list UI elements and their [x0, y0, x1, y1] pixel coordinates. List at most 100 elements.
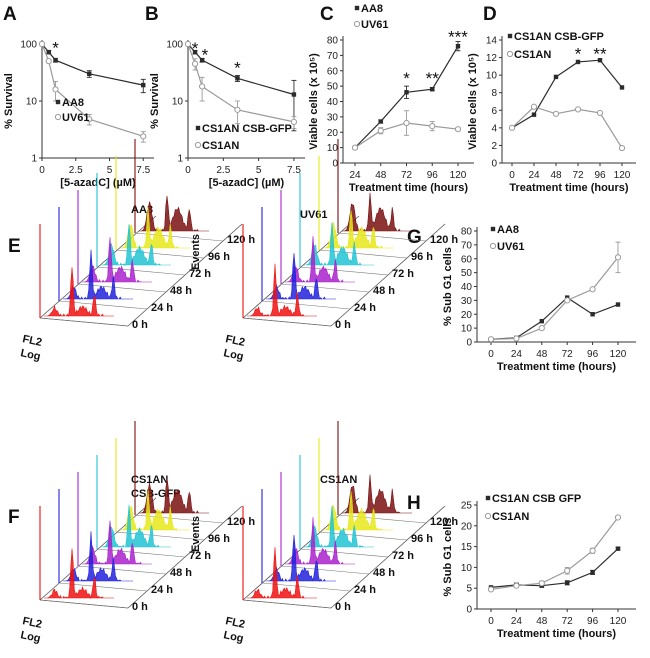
significance-marker: *	[192, 39, 199, 58]
x-axis-title: [5-azadC] (µM)	[209, 177, 285, 189]
data-point	[429, 123, 436, 130]
data-point	[191, 60, 199, 67]
time-label: 0 h	[132, 319, 148, 331]
chart-G: G 0 10 20 30 40 50 60 70 80 0 24 48 72 96 120Treatment …	[407, 224, 636, 373]
x-tick-label: 96	[587, 616, 599, 627]
data-point	[377, 127, 384, 134]
y-tick-label: 60	[461, 254, 473, 265]
x-tick-label: 120	[610, 616, 627, 627]
y-tick-label: 1	[177, 154, 183, 165]
histogram-trace	[323, 210, 393, 249]
y-tick-label: 10	[26, 97, 38, 108]
x-tick-label: 72	[562, 616, 574, 627]
y-tick-label: 25	[461, 501, 473, 512]
x-tick-label: 5	[256, 165, 262, 176]
x-axis-title: Treatment time (hours)	[497, 361, 617, 373]
histogram-title: UV61	[300, 209, 328, 221]
series-uv61	[38, 40, 147, 143]
x-tick-label: 72	[572, 170, 584, 181]
data-point	[565, 580, 570, 585]
time-label: 120 h	[430, 234, 458, 246]
time-label: 24 h	[354, 302, 376, 314]
chart-A: A 1 10 100 0 2.5 5 7.5[5-azadC] (µM) % Survival *…	[3, 4, 154, 189]
x-tick-label: 24	[349, 170, 361, 181]
x-tick-label: 120	[610, 349, 627, 360]
histogram-trace	[247, 547, 317, 599]
y-tick-label: 70	[327, 51, 339, 62]
time-label: 48 h	[373, 567, 395, 579]
data-point	[552, 110, 560, 117]
y-tick-label: 20	[461, 521, 473, 532]
series-line	[490, 296, 619, 340]
legend-label: CS1AN	[514, 49, 551, 61]
data-point	[615, 546, 621, 551]
y-tick-label: 0	[466, 338, 472, 349]
histogram-trace	[266, 534, 336, 582]
legend-marker	[55, 99, 61, 105]
data-point	[199, 83, 206, 90]
x-axis-title: [5-azadC] (µM)	[60, 177, 136, 189]
data-point	[538, 325, 545, 332]
histogram-trace	[101, 504, 171, 548]
y-tick-label: 2	[491, 141, 497, 152]
data-point	[487, 336, 495, 343]
series-line	[490, 256, 619, 340]
time-baseline	[242, 317, 332, 327]
x-tick-label: 24	[511, 349, 523, 360]
histogram-trace	[139, 478, 209, 514]
x-axis-title: Treatment time (hours)	[509, 182, 629, 194]
x-tick-label: 24	[528, 170, 540, 181]
data-point	[574, 106, 582, 113]
panel-label: C	[320, 4, 334, 25]
legend: CS1AN CSB GFP CS1AN	[484, 493, 581, 523]
fl2-label: FL2	[21, 615, 43, 631]
y-tick-label: 0	[332, 159, 338, 170]
y-tick-label: 30	[461, 296, 473, 307]
x-tick-label: 120	[614, 170, 631, 181]
data-point	[140, 133, 147, 140]
legend-label: AA8	[62, 97, 84, 109]
x-tick-label: 72	[562, 349, 574, 360]
significance-marker: *	[52, 39, 59, 58]
legend-label: UV61	[62, 112, 90, 124]
x-tick-label: 48	[375, 170, 387, 181]
x-tick-label: 24	[511, 616, 523, 627]
y-tick-label: 100	[166, 40, 183, 51]
panel-label: H	[407, 493, 421, 514]
legend-label: AA8	[497, 224, 519, 236]
series-line	[511, 106, 623, 149]
histogram-trace	[82, 520, 152, 565]
significance-marker: ***	[448, 27, 468, 46]
panel-label: D	[483, 4, 497, 25]
y-tick-label: 0	[466, 605, 472, 616]
legend-marker	[194, 141, 202, 149]
data-point	[615, 302, 621, 307]
legend-marker	[506, 50, 514, 58]
x-tick-label: 96	[427, 170, 439, 181]
time-label: 120 h	[227, 516, 255, 528]
data-point	[45, 58, 52, 65]
y-tick-label: 50	[461, 268, 473, 279]
x-tick-label: 2.5	[69, 165, 83, 176]
y-axis-title: % Sub G1 cells	[442, 518, 454, 597]
data-point	[619, 85, 625, 90]
panel-label: G	[407, 227, 422, 248]
histogram-trace	[139, 195, 209, 232]
histogram-trace	[323, 491, 393, 531]
y-tick-label: 70	[461, 240, 473, 251]
data-point	[192, 49, 198, 55]
time-label: 96 h	[411, 251, 433, 263]
time-baseline	[242, 599, 332, 609]
data-point	[86, 116, 93, 123]
time-label: 72 h	[189, 550, 211, 562]
y-tick-label: 40	[461, 282, 473, 293]
data-point	[378, 119, 383, 124]
y-tick-label: 100	[20, 40, 37, 51]
data-point	[538, 580, 545, 587]
legend-label: UV61	[497, 241, 525, 253]
histogram-title: CS1AN	[131, 474, 168, 486]
y-tick-label: 20	[461, 310, 473, 321]
